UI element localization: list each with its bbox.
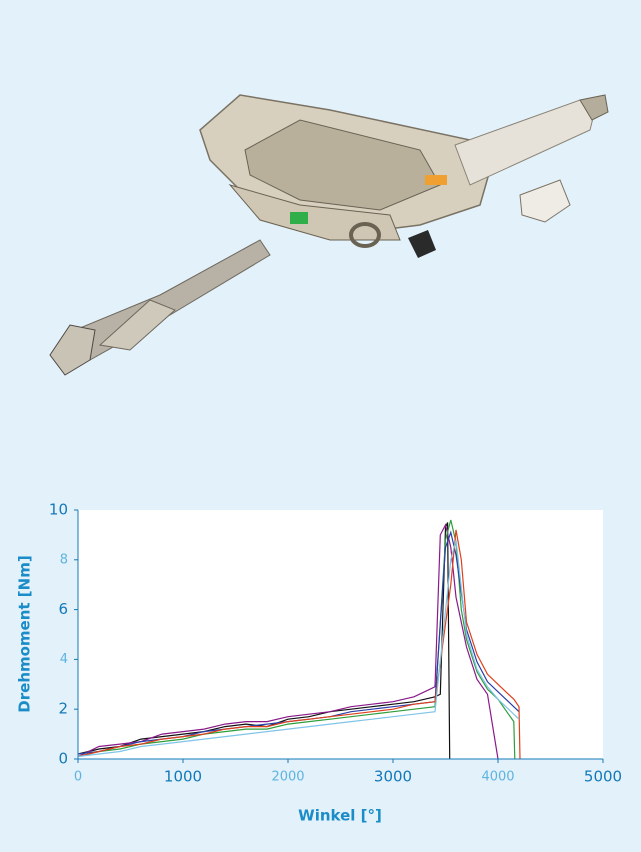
y-tick-label: 10	[49, 501, 68, 519]
y-tick-label: 2	[58, 700, 68, 718]
y-tick-label: 6	[58, 600, 68, 618]
x-tick-label: 1000	[164, 768, 202, 786]
plot-area	[78, 510, 603, 759]
y-axis-label: Drehmoment [Nm]	[16, 555, 34, 712]
x-axis-label: Winkel [°]	[298, 807, 382, 825]
page-canvas: Winkel [°] Drehmoment [Nm] 0 2 4 6 8 10 0 1000 2…	[0, 0, 641, 852]
x-tick-label: 2000	[271, 770, 304, 785]
x-tick-label: 5000	[584, 768, 622, 786]
y-tick-label: 8	[60, 552, 68, 567]
x-tick-label: 4000	[481, 770, 514, 785]
y-tick-label: 0	[58, 750, 68, 768]
x-tick-label: 3000	[374, 768, 412, 786]
x-tick-label: 0	[74, 770, 82, 785]
y-tick-label: 4	[60, 652, 68, 667]
page: Winkel [°] Drehmoment [Nm] 0 2 4 6 8 10 0 1000 2…	[0, 0, 641, 852]
